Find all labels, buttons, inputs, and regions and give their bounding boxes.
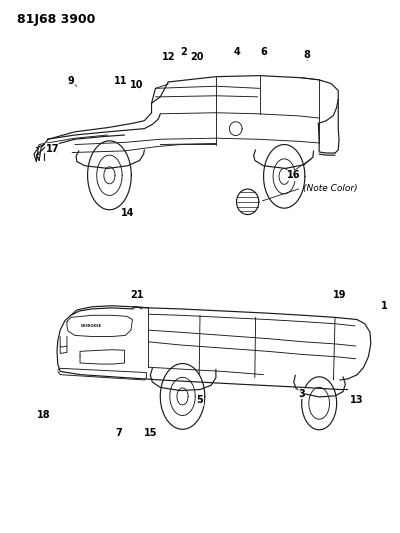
Text: 12: 12: [162, 52, 176, 61]
Text: 5: 5: [197, 395, 203, 405]
Text: 15: 15: [144, 428, 157, 438]
Text: 13: 13: [350, 395, 364, 405]
Text: 9: 9: [68, 76, 74, 86]
Text: 19: 19: [333, 290, 346, 300]
Text: 20: 20: [190, 52, 204, 61]
Text: 10: 10: [130, 80, 143, 90]
Text: 17: 17: [46, 144, 59, 154]
Text: 16: 16: [286, 171, 300, 180]
Text: 18: 18: [37, 410, 50, 421]
Text: (Note Color): (Note Color): [303, 183, 358, 192]
Text: 14: 14: [121, 208, 134, 219]
Text: 81J68 3900: 81J68 3900: [17, 13, 96, 26]
Text: 7: 7: [115, 428, 122, 438]
Text: 4: 4: [233, 47, 240, 57]
Text: 8: 8: [304, 50, 311, 60]
Text: 11: 11: [114, 76, 127, 86]
Text: 21: 21: [130, 290, 144, 300]
Text: 2: 2: [181, 47, 188, 57]
Text: 6: 6: [260, 47, 267, 57]
Text: 1: 1: [381, 301, 388, 311]
Text: 3: 3: [298, 389, 305, 399]
Text: CHEROKEE: CHEROKEE: [81, 324, 102, 328]
